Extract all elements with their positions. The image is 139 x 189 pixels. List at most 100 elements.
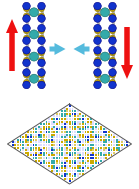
Point — [66, 120, 68, 123]
Point — [87, 118, 89, 121]
Point — [48, 141, 50, 144]
Point — [77, 136, 79, 139]
Point — [25, 151, 27, 154]
Point — [48, 133, 50, 136]
Circle shape — [38, 15, 45, 22]
Point — [97, 154, 100, 157]
Point — [87, 141, 89, 144]
Point — [90, 118, 92, 121]
Point — [74, 156, 76, 160]
Point — [77, 112, 79, 115]
Point — [56, 164, 58, 167]
Point — [105, 151, 107, 154]
Point — [51, 125, 53, 128]
Point — [64, 110, 66, 113]
Point — [79, 149, 81, 152]
Point — [74, 125, 76, 128]
Point — [45, 138, 48, 141]
Point — [64, 125, 66, 128]
Point — [95, 149, 97, 152]
Point — [74, 128, 76, 131]
Circle shape — [23, 28, 29, 34]
Circle shape — [94, 37, 101, 44]
Point — [58, 154, 61, 157]
Point — [97, 151, 100, 154]
Point — [108, 151, 110, 154]
Point — [95, 136, 97, 139]
Circle shape — [23, 37, 30, 44]
Point — [92, 133, 94, 136]
Point — [56, 125, 58, 128]
Point — [82, 133, 84, 136]
Circle shape — [23, 69, 30, 76]
Point — [92, 130, 94, 133]
Point — [40, 162, 42, 165]
Point — [103, 133, 105, 136]
Point — [116, 143, 118, 146]
Point — [69, 177, 71, 180]
Point — [12, 141, 14, 144]
Circle shape — [29, 30, 39, 39]
Point — [97, 141, 100, 144]
Point — [35, 156, 37, 160]
Point — [32, 133, 35, 136]
Point — [79, 156, 81, 160]
Point — [66, 164, 68, 167]
Point — [40, 159, 42, 162]
Point — [40, 146, 42, 149]
Point — [113, 133, 115, 136]
Point — [84, 159, 87, 162]
Point — [45, 123, 48, 126]
Point — [58, 162, 61, 165]
Point — [71, 177, 74, 180]
Point — [92, 143, 94, 146]
Point — [38, 128, 40, 131]
Point — [69, 110, 71, 113]
Point — [32, 146, 35, 149]
Circle shape — [39, 72, 44, 78]
Point — [14, 143, 16, 146]
Circle shape — [39, 5, 44, 12]
Point — [108, 138, 110, 141]
Point — [71, 128, 74, 131]
Point — [110, 141, 113, 144]
Point — [61, 159, 63, 162]
Circle shape — [110, 72, 116, 78]
Point — [79, 130, 81, 133]
Point — [77, 156, 79, 160]
Point — [61, 133, 63, 136]
Point — [40, 128, 42, 131]
Point — [113, 141, 115, 144]
Point — [25, 138, 27, 141]
Point — [71, 146, 74, 149]
Point — [56, 156, 58, 160]
Point — [64, 167, 66, 170]
Circle shape — [109, 37, 116, 44]
Point — [77, 164, 79, 167]
Point — [43, 136, 45, 139]
Point — [51, 164, 53, 167]
Point — [71, 110, 74, 113]
Point — [90, 149, 92, 152]
Point — [14, 146, 16, 149]
Point — [79, 141, 81, 144]
Point — [90, 138, 92, 141]
Point — [51, 167, 53, 170]
Point — [58, 146, 61, 149]
Circle shape — [94, 46, 101, 54]
Point — [123, 141, 126, 144]
Point — [71, 164, 74, 167]
Point — [56, 133, 58, 136]
Point — [100, 128, 102, 131]
Circle shape — [23, 15, 30, 22]
Point — [69, 167, 71, 170]
Point — [84, 154, 87, 157]
Point — [38, 154, 40, 157]
Circle shape — [38, 69, 45, 76]
Point — [32, 130, 35, 133]
Point — [69, 154, 71, 157]
Point — [118, 149, 120, 152]
Point — [58, 175, 61, 178]
Point — [19, 149, 22, 152]
Point — [77, 167, 79, 170]
